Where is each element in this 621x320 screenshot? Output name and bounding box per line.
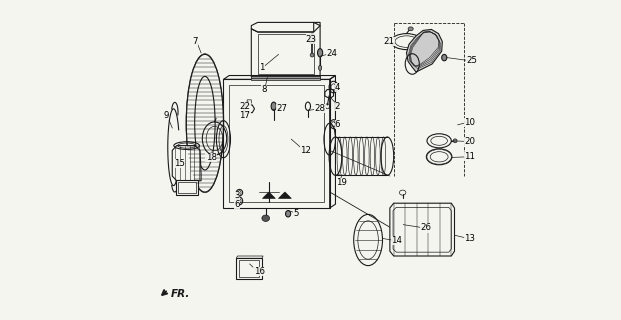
Polygon shape <box>407 29 442 72</box>
Ellipse shape <box>271 102 276 110</box>
Text: 17: 17 <box>240 111 250 120</box>
Text: 4: 4 <box>335 83 340 92</box>
Bar <box>176 180 198 195</box>
Ellipse shape <box>317 49 323 57</box>
Text: 3: 3 <box>234 191 240 200</box>
Text: 13: 13 <box>464 234 475 243</box>
Text: 23: 23 <box>306 35 317 44</box>
Text: 12: 12 <box>301 146 311 155</box>
Ellipse shape <box>286 211 291 217</box>
Polygon shape <box>172 146 201 181</box>
Text: 10: 10 <box>464 118 475 127</box>
Text: 15: 15 <box>174 159 185 168</box>
Bar <box>178 182 196 193</box>
Polygon shape <box>252 76 320 80</box>
Text: 1: 1 <box>260 63 265 72</box>
Text: 9: 9 <box>163 111 169 120</box>
Ellipse shape <box>453 139 457 143</box>
Polygon shape <box>224 79 330 208</box>
Bar <box>236 258 262 279</box>
Text: 27: 27 <box>276 104 288 113</box>
Text: 5: 5 <box>294 209 299 218</box>
Text: 6: 6 <box>234 200 240 209</box>
Polygon shape <box>263 192 275 198</box>
Ellipse shape <box>262 215 270 221</box>
Text: 20: 20 <box>464 137 475 146</box>
Text: 19: 19 <box>336 178 347 187</box>
Text: 18: 18 <box>206 153 217 162</box>
Text: 24: 24 <box>326 49 337 58</box>
Text: 21: 21 <box>383 37 394 46</box>
Ellipse shape <box>310 53 314 57</box>
Text: 22: 22 <box>240 102 250 111</box>
Text: 2: 2 <box>335 102 340 111</box>
Text: 11: 11 <box>464 152 475 161</box>
Polygon shape <box>252 76 320 78</box>
Text: 14: 14 <box>391 236 402 245</box>
Text: 16: 16 <box>253 267 265 276</box>
Polygon shape <box>390 203 455 256</box>
Ellipse shape <box>319 65 322 70</box>
Bar <box>239 260 260 277</box>
Text: 6: 6 <box>335 120 340 129</box>
Polygon shape <box>278 192 291 198</box>
Text: 28: 28 <box>315 104 325 113</box>
Text: 26: 26 <box>420 223 431 232</box>
Ellipse shape <box>442 54 447 61</box>
Text: 25: 25 <box>466 56 478 65</box>
Ellipse shape <box>408 27 413 31</box>
Ellipse shape <box>309 34 315 44</box>
Text: 7: 7 <box>193 37 198 46</box>
Text: 8: 8 <box>261 85 266 94</box>
Text: FR.: FR. <box>170 289 189 299</box>
